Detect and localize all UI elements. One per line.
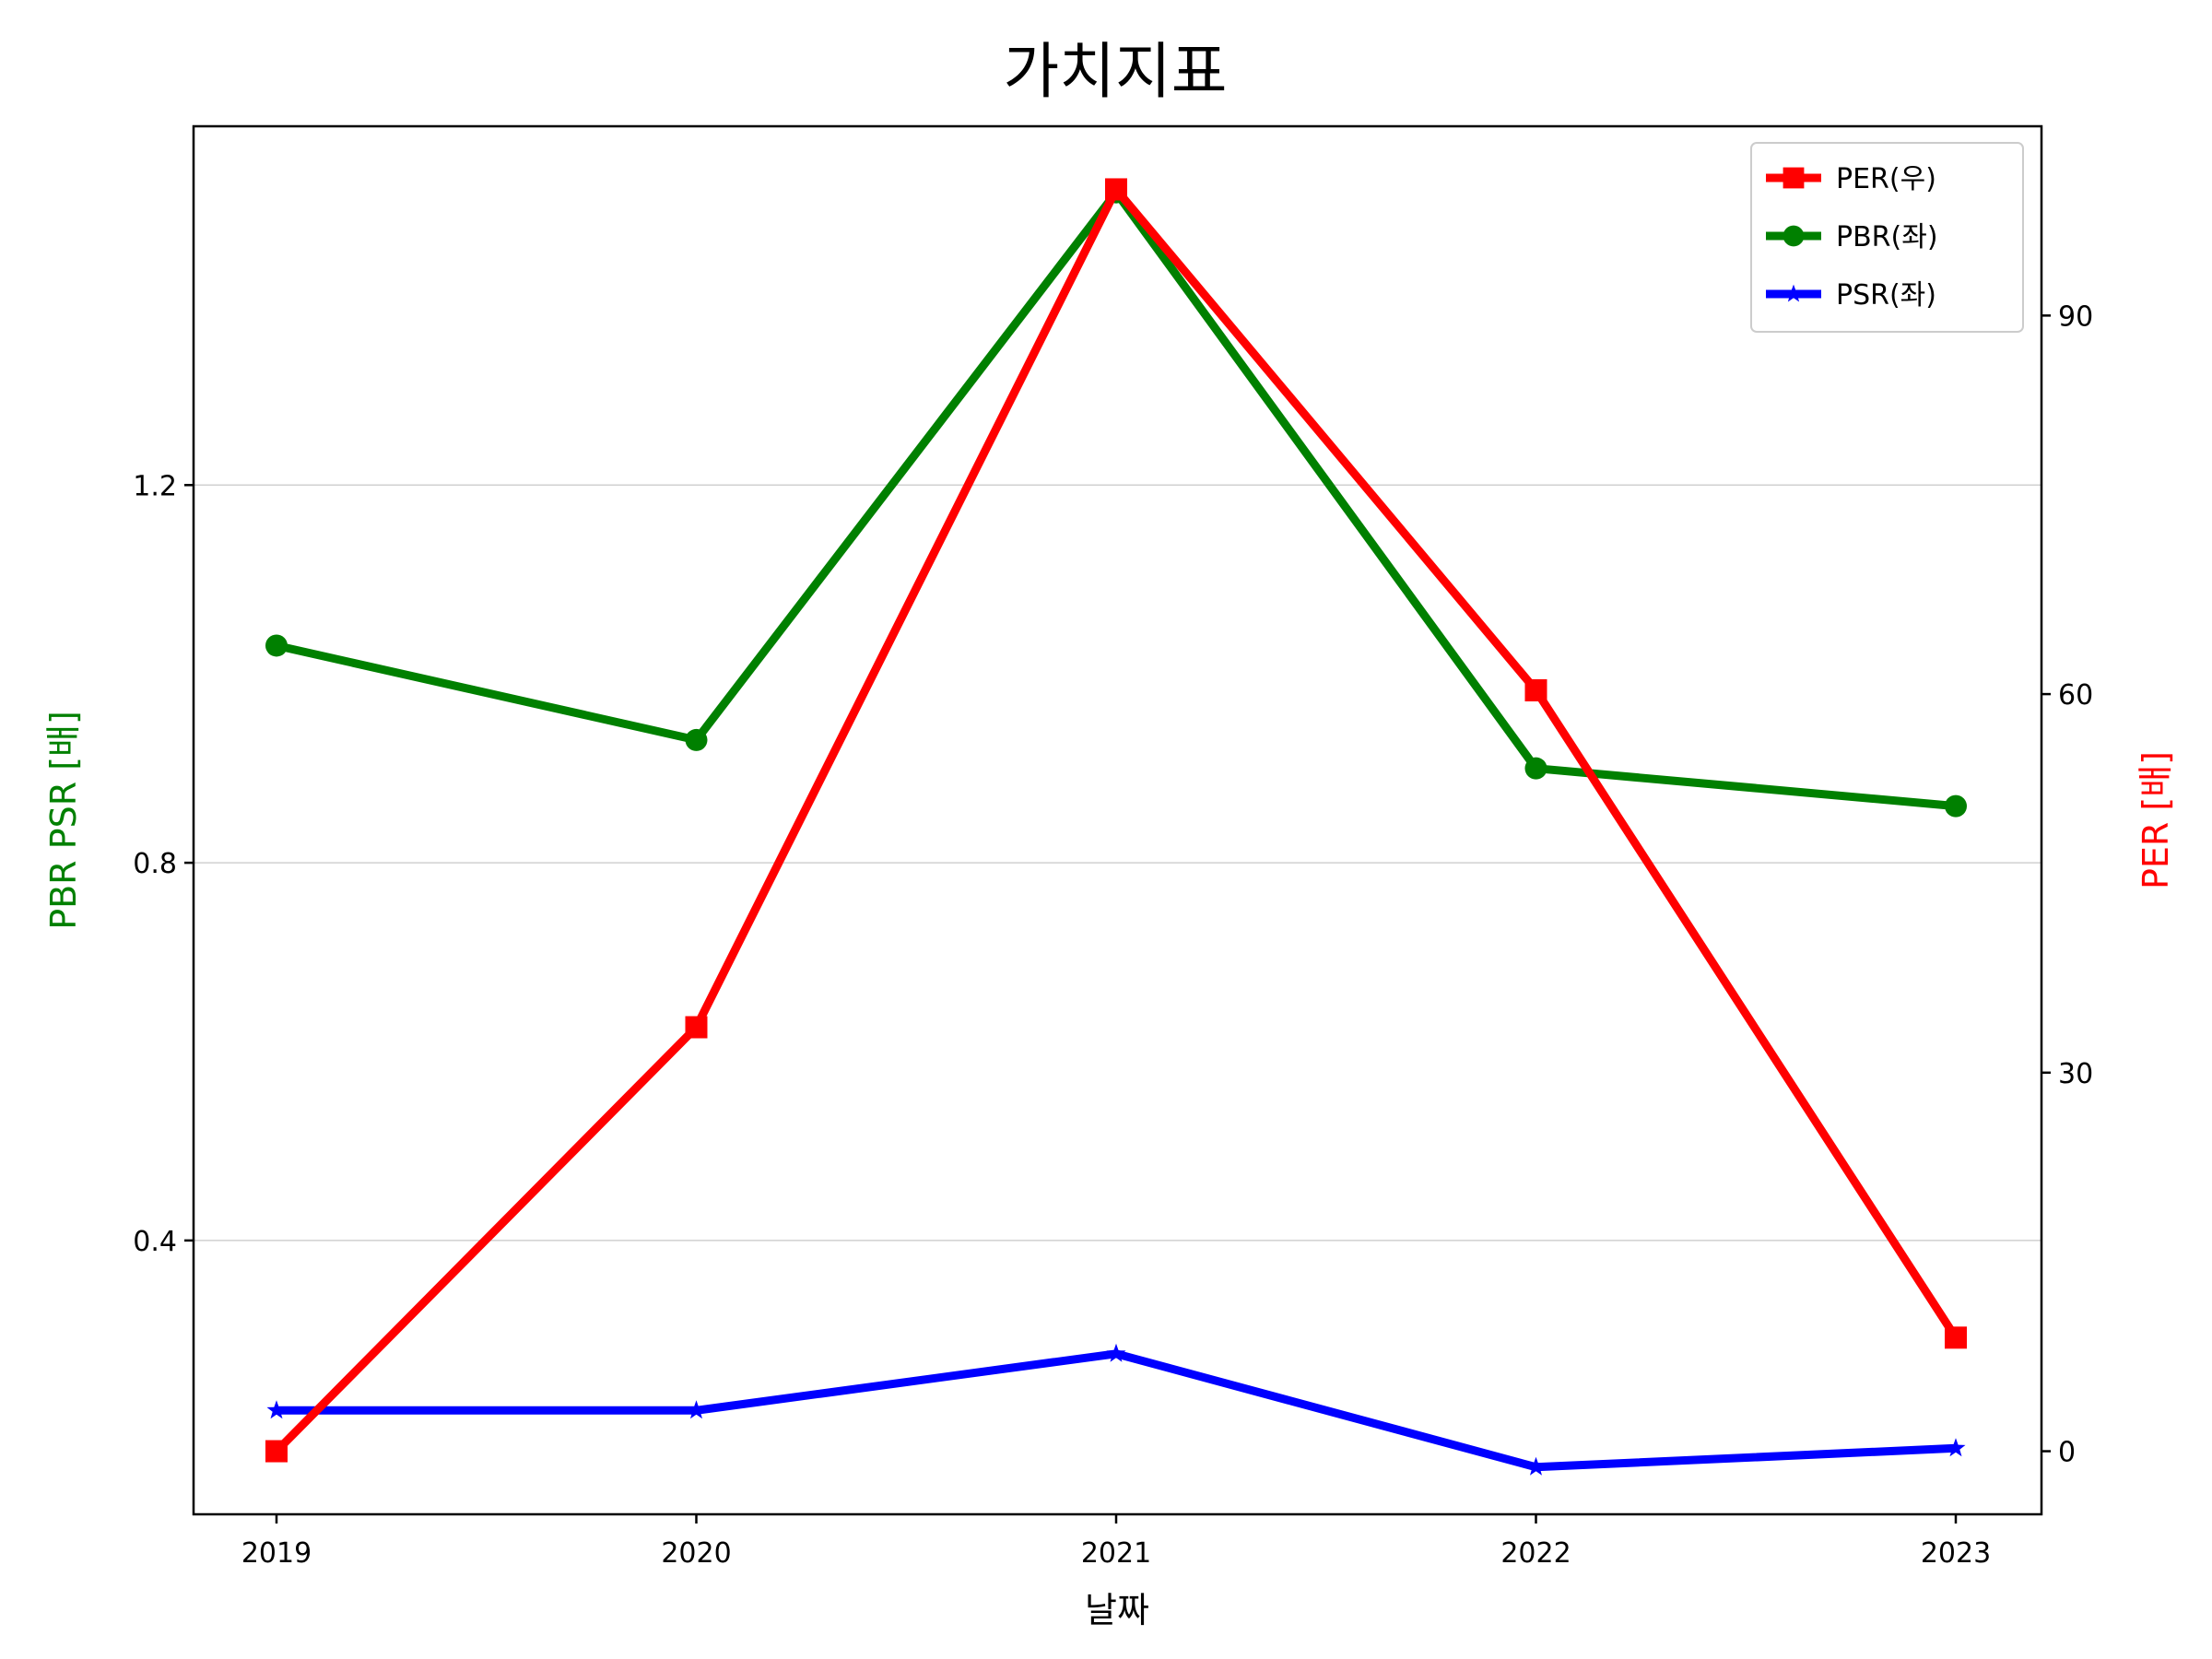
legend-label: PER(우)	[1836, 163, 1936, 195]
y-left-tick-label: 1.2	[133, 470, 177, 502]
series-star	[266, 1343, 1966, 1476]
x-tick-label: 2019	[241, 1537, 312, 1570]
y-right-tick-label: 0	[2058, 1437, 2076, 1469]
legend-entry: PER(우)	[1766, 163, 1936, 195]
y-axis-right-title: PER [배]	[2136, 751, 2176, 889]
y-axis-left: 0.4 0.8 1.2	[133, 470, 194, 1258]
y-axis-left-title: PBR PSR [배]	[43, 711, 84, 930]
series-layer	[265, 178, 1967, 1476]
data-point	[1105, 178, 1127, 201]
data-point	[685, 1016, 708, 1039]
data-point	[1945, 794, 1967, 818]
y-axis-right: 0 30 60 90	[2041, 300, 2093, 1469]
data-point	[1946, 1438, 1966, 1457]
legend-swatch-marker	[1784, 284, 1803, 302]
x-tick-label: 2022	[1500, 1537, 1571, 1570]
data-point	[266, 1400, 287, 1419]
x-axis: 2019 2020 2021 2022 2023	[241, 1514, 1991, 1570]
x-tick-label: 2021	[1081, 1537, 1151, 1570]
x-axis-title: 날짜	[1085, 1590, 1149, 1630]
legend-entry: PBR(좌)	[1766, 221, 1938, 253]
legend-label: PBR(좌)	[1836, 221, 1938, 253]
grid-lines	[194, 484, 2041, 1241]
y-right-tick-label: 30	[2058, 1058, 2093, 1090]
y-right-tick-label: 60	[2058, 679, 2093, 712]
data-point	[265, 634, 288, 657]
legend-swatch-marker	[1783, 167, 1805, 189]
legend-swatch-marker	[1783, 225, 1805, 247]
data-point	[687, 1400, 706, 1419]
data-point	[685, 728, 708, 751]
data-point	[1945, 1326, 1967, 1349]
data-point	[1526, 1456, 1546, 1476]
chart-title: 가치지표	[1004, 36, 1228, 107]
y-left-tick-label: 0.8	[133, 848, 177, 880]
legend: PER(우) PBR(좌) PSR(좌)	[1750, 142, 2024, 333]
y-right-tick-label: 90	[2058, 300, 2093, 333]
data-point	[1524, 678, 1547, 701]
x-tick-label: 2023	[1921, 1537, 1991, 1570]
series-square	[265, 178, 1967, 1463]
legend-entry: PSR(좌)	[1766, 279, 1936, 312]
data-point	[1106, 1343, 1126, 1362]
legend-box	[1750, 142, 2024, 333]
data-point	[265, 1440, 288, 1463]
data-point	[1524, 757, 1547, 780]
legend-label: PSR(좌)	[1836, 279, 1936, 312]
x-tick-label: 2020	[661, 1537, 731, 1570]
plot-frame	[192, 124, 2043, 1516]
y-left-tick-label: 0.4	[133, 1226, 177, 1258]
